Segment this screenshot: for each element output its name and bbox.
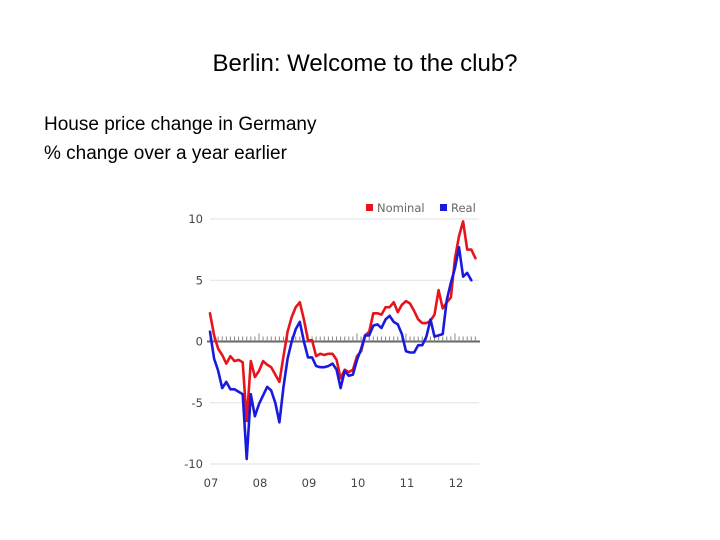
y-tick-label-4: 10 <box>188 212 203 226</box>
legend-label-nominal: Nominal <box>377 201 425 215</box>
x-tick-label-08: 08 <box>253 476 268 490</box>
series-line-real <box>208 245 473 461</box>
x-tick-label-11: 11 <box>400 476 415 490</box>
y-tick-label-2: 0 <box>196 335 203 349</box>
chart-unit-note: % change over a year earlier <box>44 143 287 164</box>
chart-subtitle: House price change in Germany <box>44 114 317 135</box>
x-tick-label-10: 10 <box>351 476 366 490</box>
y-axis-tick-labels: -10 -5 0 5 10 <box>184 212 203 471</box>
series-line-nominal <box>208 220 477 423</box>
legend-label-real: Real <box>451 201 476 215</box>
y-tick-label-3: 5 <box>196 273 203 287</box>
slide-title: Berlin: Welcome to the club? <box>212 50 518 77</box>
x-tick-label-07: 07 <box>204 476 219 490</box>
x-tick-label-12: 12 <box>449 476 464 490</box>
x-axis-tick-labels: 07 08 09 10 11 12 <box>204 476 464 490</box>
legend-swatch-nominal <box>366 204 373 211</box>
y-tick-label-1: -5 <box>192 396 203 410</box>
series-lines <box>208 220 477 461</box>
chart-legend: Nominal Real <box>366 201 476 215</box>
x-tick-label-09: 09 <box>302 476 317 490</box>
y-tick-label-0: -10 <box>184 457 203 471</box>
legend-swatch-real <box>440 204 447 211</box>
grid-lines <box>210 218 479 465</box>
